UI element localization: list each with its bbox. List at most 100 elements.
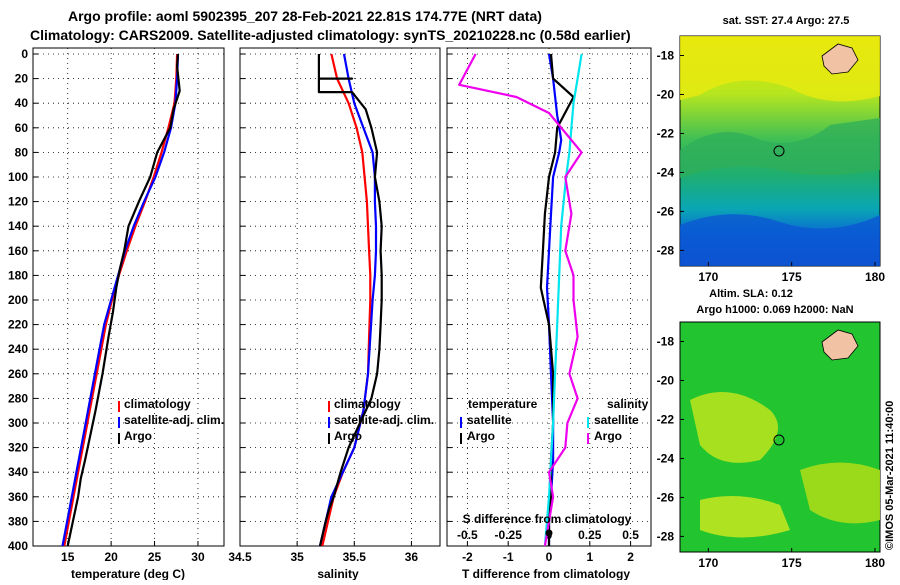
legend-swatch-climatology xyxy=(118,401,120,412)
legend-swatch-satellite-adj xyxy=(328,417,330,428)
salinity-xtick-label: 36 xyxy=(405,550,419,564)
sla-map-lon-label: 175 xyxy=(782,556,802,570)
depth-tick-label: 80 xyxy=(15,145,29,159)
salinity-line-satellite-adj-clim xyxy=(318,53,378,546)
legend-title-temperature: temperature xyxy=(468,397,538,411)
sst-map-lon-label: 180 xyxy=(865,270,885,284)
sla-map-lat-label: -22 xyxy=(657,412,675,426)
depth-tick-label: 140 xyxy=(8,219,28,233)
salinity-axes xyxy=(239,47,441,547)
difference-xtick-label: -1 xyxy=(503,550,514,564)
imos-timestamp: ©IMOS 05-Mar-2021 11:40:00 xyxy=(884,401,896,550)
difference-line-s-satellite xyxy=(543,53,583,546)
depth-tick-label: 120 xyxy=(8,195,28,209)
sla-map-lat-label: -26 xyxy=(657,490,675,504)
salinity-legend: climatology satellite-adj. clim. Argo xyxy=(328,397,434,444)
sst-map-lat-label: -24 xyxy=(657,165,675,179)
legend-swatch-t-satellite xyxy=(460,417,462,428)
difference-xtick-label: -2 xyxy=(462,550,473,564)
sla-high-patch xyxy=(690,392,778,463)
depth-tick-label: 240 xyxy=(8,342,28,356)
temperature-legend: climatology satellite-adj. clim. Argo xyxy=(118,397,224,444)
depth-tick-label: 260 xyxy=(8,367,28,381)
sla-high-patch-2 xyxy=(800,462,880,524)
legend-swatch-climatology xyxy=(328,401,330,412)
difference-xlabel-top: S difference from climatology xyxy=(463,512,632,526)
depth-tick-label: 100 xyxy=(8,170,28,184)
sst-map-title: sat. SST: 27.4 Argo: 27.5 xyxy=(723,15,850,27)
sst-map-lat-label: -26 xyxy=(657,204,675,218)
salinity-line-argo xyxy=(317,54,383,546)
legend-swatch-t-argo xyxy=(460,433,462,444)
sla-map-title-line2: Argo h1000: 0.069 h2000: NaN xyxy=(696,304,853,316)
sst-map-lat-label: -22 xyxy=(657,126,675,140)
legend-label-t-argo: Argo xyxy=(467,429,495,443)
difference-xlabel: T difference from climatology xyxy=(462,567,630,580)
temperature-xtick-label: 20 xyxy=(104,550,118,564)
difference-top-tick-label: -0.25 xyxy=(495,528,523,542)
sst-map-lon-label: 170 xyxy=(698,270,718,284)
legend-label-satellite-adj: satellite-adj. clim. xyxy=(124,413,224,427)
difference-xtick-label: 2 xyxy=(627,550,634,564)
salinity-xtick-label: 34.5 xyxy=(228,550,252,564)
sla-map-lat-label: -18 xyxy=(657,334,675,348)
depth-tick-label: 0 xyxy=(21,47,28,61)
legend-swatch-s-satellite xyxy=(587,417,589,428)
temperature-xtick-label: 25 xyxy=(148,550,162,564)
sla-high-patch-3 xyxy=(700,496,790,538)
salinity-xlabel: salinity xyxy=(317,567,359,580)
depth-tick-label: 340 xyxy=(8,465,28,479)
sst-map-lat-label: -28 xyxy=(657,243,675,257)
legend-label-satellite-adj: satellite-adj. clim. xyxy=(334,413,434,427)
depth-tick-label: 20 xyxy=(15,72,29,86)
difference-xtick-label: 1 xyxy=(586,550,593,564)
sst-argo-marker xyxy=(773,145,785,157)
temperature-line-argo xyxy=(66,53,181,546)
legend-swatch-satellite-adj xyxy=(118,417,120,428)
temperature-xtick-label: 15 xyxy=(61,550,75,564)
legend-swatch-s-argo xyxy=(587,433,589,444)
depth-tick-label: 220 xyxy=(8,318,28,332)
legend-label-argo: Argo xyxy=(334,429,362,443)
difference-line-s-argo xyxy=(458,53,583,546)
temperature-axes xyxy=(32,47,225,547)
sla-argo-marker xyxy=(773,434,785,446)
sst-map-lat-label: -18 xyxy=(657,48,675,62)
temperature-xtick-label: 30 xyxy=(191,550,205,564)
depth-tick-label: 360 xyxy=(8,490,28,504)
difference-top-tick-label: -0.5 xyxy=(457,528,478,542)
depth-tick-label: 180 xyxy=(8,268,28,282)
legend-label-s-satellite: satellite xyxy=(594,413,639,427)
sst-map-lat-label: -20 xyxy=(657,87,675,101)
sst-land-patch xyxy=(821,43,859,75)
sla-map-title-line1: Altim. SLA: 0.12 xyxy=(709,288,793,300)
difference-legend: temperature salinity satellite Argo sate… xyxy=(460,397,649,444)
difference-top-tick-label: 0.25 xyxy=(578,528,602,542)
sla-map-lon-label: 170 xyxy=(698,556,718,570)
salinity-xtick-label: 35.5 xyxy=(343,550,367,564)
legend-label-s-argo: Argo xyxy=(594,429,622,443)
depth-tick-label: 400 xyxy=(8,539,28,553)
legend-title-salinity: salinity xyxy=(607,397,649,411)
figure-title-line2: Climatology: CARS2009. Satellite-adjuste… xyxy=(30,27,631,43)
sla-map-lat-label: -28 xyxy=(657,529,675,543)
sla-land-patch xyxy=(821,329,859,361)
salinity-xtick-label: 35 xyxy=(290,550,304,564)
depth-tick-label: 380 xyxy=(8,514,28,528)
difference-xtick-label: 0 xyxy=(546,550,553,564)
temperature-xlabel: temperature (deg C) xyxy=(71,567,185,580)
legend-swatch-argo xyxy=(118,433,120,444)
depth-tick-label: 160 xyxy=(8,244,28,258)
legend-label-t-satellite: satellite xyxy=(467,413,512,427)
depth-tick-label: 300 xyxy=(8,416,28,430)
sla-map-lon-label: 180 xyxy=(865,556,885,570)
sst-green-band xyxy=(680,118,880,178)
sla-map-lat-label: -20 xyxy=(657,373,675,387)
sst-blue-band xyxy=(680,214,880,266)
figure-title-line1: Argo profile: aoml 5902395_207 28-Feb-20… xyxy=(68,8,542,24)
sst-map: sat. SST: 27.4 Argo: 27.5 170 175 180 -18 -2… xyxy=(657,15,886,284)
difference-top-tick-label: 0.5 xyxy=(622,528,639,542)
depth-tick-label: 280 xyxy=(8,391,28,405)
